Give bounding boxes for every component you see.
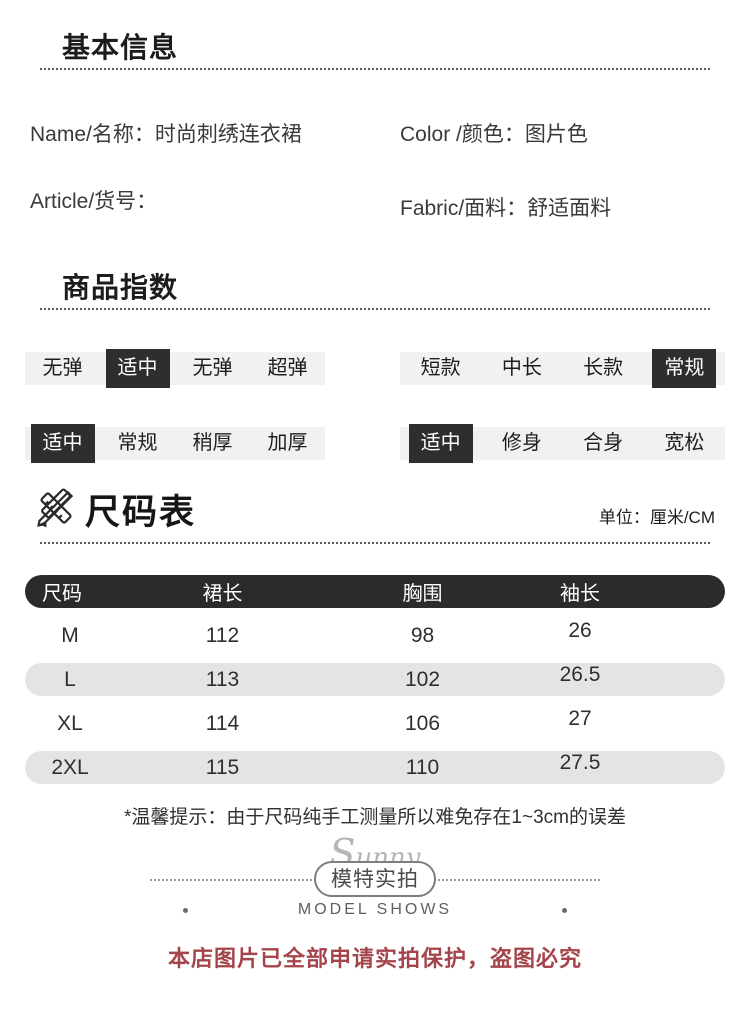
pencil-ruler-icon [37, 488, 74, 528]
attr-group-thickness: 适中 常规 稍厚 加厚 [25, 424, 325, 463]
attr-group-elasticity: 无弹 适中 无弹 超弹 [25, 349, 325, 388]
cell-size: XL [57, 711, 83, 735]
cell-value: 114 [205, 711, 240, 735]
cell-size: M [61, 623, 79, 647]
cell-size: 2XL [51, 755, 89, 779]
option-chip[interactable]: 中长 [501, 357, 542, 379]
divider-dotted [40, 308, 710, 310]
size-table-header: 尺码 裙长 胸围 袖长 [25, 575, 725, 608]
measurement-note: *温馨提示：由于尺码纯手工测量所以难免存在1~3cm的误差 [124, 807, 626, 828]
option-chip-selected[interactable]: 适中 [105, 349, 170, 388]
option-chip-selected[interactable]: 适中 [30, 424, 95, 463]
size-table-row: L 113 102 26.5 [25, 663, 725, 696]
field-color: Color /颜色：图片色 [400, 118, 588, 148]
option-chip[interactable]: 长款 [583, 357, 624, 379]
model-section-banner: 模特实拍 [0, 861, 750, 897]
cell-value: 26 [568, 618, 592, 642]
option-chip-selected[interactable]: 适中 [408, 424, 473, 463]
option-chip[interactable]: 加厚 [267, 432, 308, 454]
option-chip[interactable]: 宽松 [664, 432, 705, 454]
cell-value: 27.5 [559, 750, 601, 774]
field-color-value: 图片色 [524, 123, 588, 146]
cell-value: 26.5 [559, 662, 601, 686]
anti-theft-warning: 本店图片已全部申请实拍保护，盗图必究 [167, 946, 582, 971]
size-table-row: M 112 98 26 [25, 619, 725, 652]
cell-value: 112 [205, 623, 240, 647]
size-chart-unit: 单位：厘米/CM [598, 508, 715, 527]
divider-dotted [40, 68, 710, 70]
option-chip[interactable]: 常规 [117, 432, 158, 454]
attr-group-length: 短款 中长 长款 常规 [400, 349, 725, 388]
size-chart-title: 尺码表 [85, 493, 197, 532]
col-header-skirt-length: 裙长 [202, 583, 243, 605]
cell-value: 115 [205, 755, 240, 779]
basic-info-title: 基本信息 [62, 32, 179, 63]
size-table-row: XL 114 106 27 [25, 707, 725, 740]
col-header-sleeve: 袖长 [560, 583, 600, 605]
model-section-subtitle-row: MODEL SHOWS [0, 901, 750, 919]
field-fabric-label: Fabric/面料： [400, 197, 528, 220]
field-name: Name/名称：时尚刺绣连衣裙 [30, 118, 302, 148]
cell-value: 110 [405, 755, 440, 779]
cell-value: 98 [410, 623, 435, 647]
option-chip[interactable]: 无弹 [42, 357, 83, 379]
option-chip[interactable]: 无弹 [192, 357, 233, 379]
col-header-bust: 胸围 [402, 583, 443, 605]
option-chip[interactable]: 稍厚 [192, 432, 233, 454]
col-header-size: 尺码 [42, 583, 82, 605]
option-chip[interactable]: 超弹 [267, 357, 308, 379]
option-chip[interactable]: 合身 [583, 432, 624, 454]
option-chip[interactable]: 短款 [420, 357, 461, 379]
option-chip[interactable]: 修身 [501, 432, 542, 454]
bullet-dot [182, 907, 188, 913]
attr-group-fit: 适中 修身 合身 宽松 [400, 424, 725, 463]
bullet-dot [562, 907, 568, 913]
divider-dotted [40, 542, 710, 544]
field-fabric: Fabric/面料：舒适面料 [400, 192, 611, 222]
cell-value: 102 [404, 667, 441, 691]
cell-value: 106 [404, 711, 441, 735]
field-name-value: 时尚刺绣连衣裙 [154, 123, 302, 146]
field-name-label: Name/名称： [30, 123, 155, 146]
model-section-title: 模特实拍 [314, 861, 436, 897]
field-fabric-value: 舒适面料 [527, 197, 612, 220]
model-section-subtitle: MODEL SHOWS [297, 901, 453, 918]
cell-size: L [64, 667, 76, 691]
cell-value: 27 [568, 706, 592, 730]
cell-value: 113 [205, 667, 240, 691]
field-color-label: Color /颜色： [400, 123, 525, 146]
field-article-label: Article/货号： [30, 190, 158, 213]
option-chip-selected[interactable]: 常规 [652, 349, 717, 388]
product-index-title: 商品指数 [62, 272, 179, 303]
size-table-row: 2XL 115 110 27.5 [25, 751, 725, 784]
field-article: Article/货号： [30, 185, 157, 215]
